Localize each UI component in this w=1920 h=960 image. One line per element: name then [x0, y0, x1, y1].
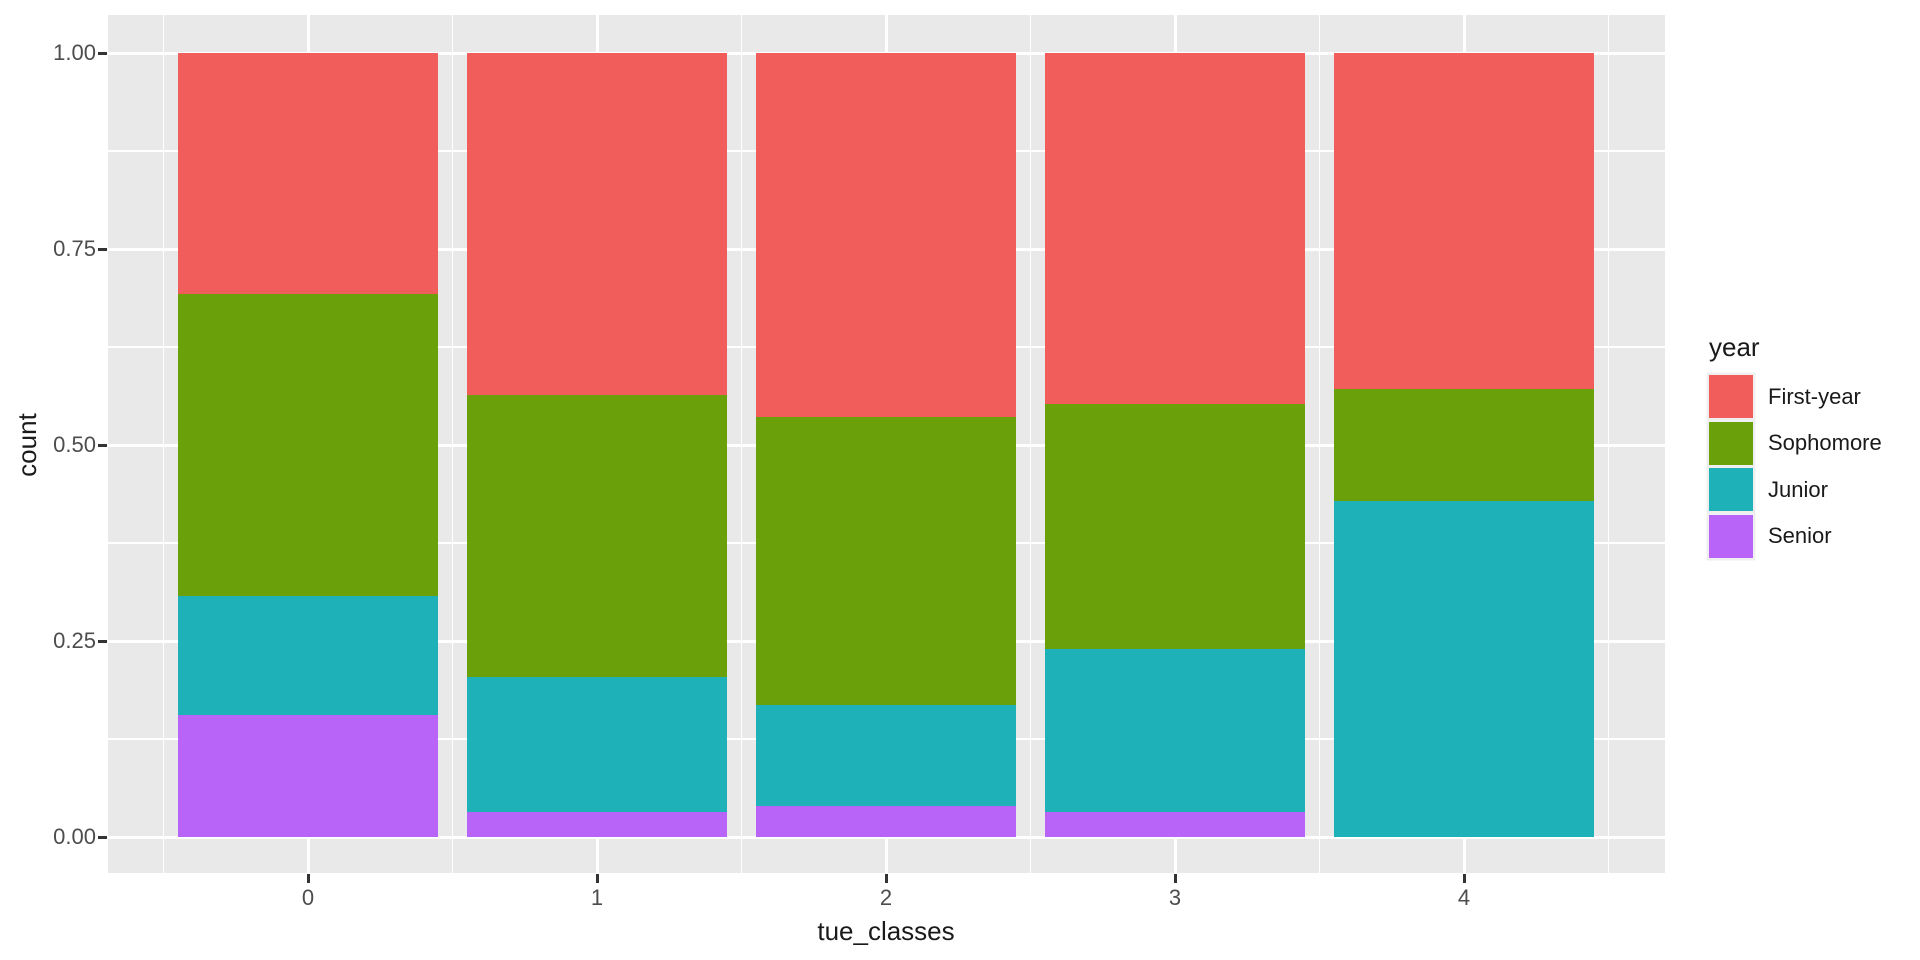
bar-3-segment-junior	[1045, 648, 1305, 812]
bar-2-segment-first-year	[756, 53, 1016, 417]
legend-title: year	[1709, 332, 1760, 362]
y-tick-mark	[98, 51, 107, 55]
bar-0-segment-junior	[178, 596, 438, 715]
bar-0-segment-first-year	[178, 53, 438, 294]
bar-4-segment-junior	[1334, 500, 1594, 837]
x-tick-label: 2	[879, 885, 893, 910]
legend-label-junior: Junior	[1768, 476, 1828, 502]
y-axis-title: count	[12, 413, 42, 477]
legend-items: First-year Sophomore Junior Senior	[1709, 375, 1882, 558]
x-tick-label: 1	[590, 885, 604, 910]
y-tick-mark	[98, 639, 107, 643]
bar-1-segment-senior	[467, 811, 727, 837]
x-tick-mark	[884, 874, 888, 883]
bar-4-segment-first-year	[1334, 53, 1594, 390]
bar-4-segment-sophomore	[1334, 389, 1594, 501]
plot-panel	[108, 15, 1665, 873]
y-tick-mark	[98, 443, 107, 447]
bar-1-segment-sophomore	[467, 394, 727, 678]
legend-label-first-year: First-year	[1768, 383, 1861, 409]
bar-0-segment-sophomore	[178, 293, 438, 597]
bar-1-segment-junior	[467, 677, 727, 812]
bar-0-segment-senior	[178, 714, 438, 837]
bar-2-segment-sophomore	[756, 416, 1016, 706]
legend-item: Senior	[1709, 514, 1882, 558]
y-tick-mark	[98, 835, 107, 839]
bar-1-segment-first-year	[467, 53, 727, 395]
y-tick-label: 1.00	[53, 40, 96, 65]
legend-label-sophomore: Sophomore	[1768, 430, 1882, 455]
x-tick-label: 4	[1457, 885, 1471, 910]
y-tick-mark	[98, 247, 107, 251]
bar-3-segment-senior	[1045, 811, 1305, 837]
y-tick-label: 0.50	[53, 432, 96, 457]
legend-item: Junior	[1709, 468, 1882, 511]
x-tick-mark	[595, 874, 599, 883]
x-tick-mark	[1462, 874, 1466, 883]
x-axis-title: tue_classes	[817, 916, 955, 946]
bar-2-segment-senior	[756, 805, 1016, 837]
y-tick-label: 0.00	[53, 824, 96, 849]
legend-item: Sophomore	[1709, 421, 1882, 465]
x-tick-mark	[1173, 874, 1177, 883]
legend-key-sophomore	[1709, 421, 1753, 465]
legend-item: First-year	[1709, 375, 1882, 418]
bar-3-segment-first-year	[1045, 53, 1305, 405]
bar-2-segment-junior	[756, 705, 1016, 806]
x-tick-label: 0	[301, 885, 315, 910]
y-tick-label: 0.75	[53, 236, 96, 261]
y-tick-label: 0.25	[53, 628, 96, 653]
x-tick-mark	[306, 874, 310, 883]
bar-3-segment-sophomore	[1045, 404, 1305, 649]
legend-key-junior	[1709, 468, 1753, 511]
legend-label-senior: Senior	[1768, 523, 1832, 548]
x-tick-label: 3	[1168, 885, 1182, 910]
legend-key-senior	[1709, 514, 1753, 558]
legend-key-first-year	[1709, 375, 1753, 418]
legend: year First-year Sophomore Junior Senior	[1709, 332, 1882, 558]
